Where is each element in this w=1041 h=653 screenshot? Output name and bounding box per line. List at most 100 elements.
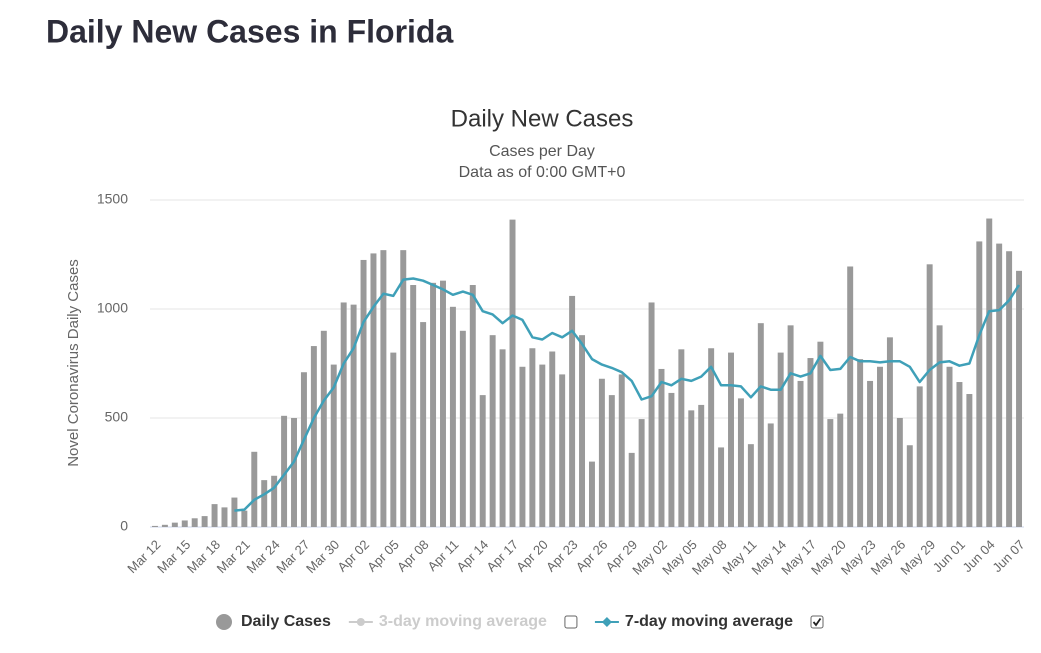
legend-label[interactable]: 7-day moving average <box>625 613 793 630</box>
x-tick-label: Apr 08 <box>394 537 432 575</box>
bar <box>559 374 566 527</box>
bar <box>728 352 734 527</box>
bar <box>449 306 456 527</box>
bar <box>291 418 297 527</box>
bar <box>211 504 218 527</box>
x-tick-label: Apr 11 <box>424 537 461 574</box>
bar <box>191 518 198 527</box>
bar <box>817 341 824 527</box>
x-tick-label: Jun 01 <box>930 537 968 575</box>
bar <box>688 410 695 527</box>
bar <box>648 302 655 527</box>
bar <box>976 241 983 528</box>
bar <box>479 395 486 527</box>
chart-title: Daily New Cases <box>451 105 634 132</box>
bar <box>549 351 556 527</box>
bar <box>281 415 288 527</box>
bar <box>1006 251 1013 528</box>
bar <box>330 364 337 527</box>
bar <box>360 259 367 527</box>
bar <box>638 419 645 527</box>
bar <box>618 374 625 527</box>
bar <box>390 352 397 527</box>
x-tick-label: Apr 17 <box>483 537 521 575</box>
y-tick-label: 1000 <box>97 300 128 316</box>
bar <box>241 510 248 527</box>
bar <box>797 380 804 527</box>
legend-checkbox[interactable] <box>564 615 578 629</box>
y-tick-label: 1500 <box>97 191 128 207</box>
bar <box>320 330 327 527</box>
bar <box>489 335 496 527</box>
bar <box>310 346 317 527</box>
bar <box>459 330 466 527</box>
bar <box>658 368 665 527</box>
bar <box>588 461 595 527</box>
x-tick-label: Apr 02 <box>334 537 372 575</box>
bar <box>718 447 725 527</box>
x-tick-label: Apr 05 <box>364 537 402 575</box>
bar <box>608 395 615 527</box>
bar <box>430 282 437 527</box>
checkbox-check <box>812 617 822 627</box>
bar <box>857 359 864 527</box>
bar <box>966 394 973 527</box>
bar <box>906 445 913 527</box>
bar <box>598 378 605 527</box>
bar <box>936 325 943 527</box>
bar <box>400 250 407 527</box>
bar <box>181 520 188 527</box>
bar <box>787 325 794 527</box>
chart-subtitle: Cases per Day <box>489 143 595 160</box>
bar <box>946 366 953 527</box>
x-tick-label: Jun 04 <box>960 537 998 575</box>
bar <box>996 243 1003 527</box>
bar <box>151 525 158 527</box>
bar <box>231 497 238 527</box>
bar <box>737 398 744 527</box>
legend-label[interactable]: Daily Cases <box>241 613 331 630</box>
x-tick-label: Apr 23 <box>543 537 581 575</box>
bar <box>896 418 903 527</box>
x-tick-label: Apr 20 <box>513 537 551 575</box>
bar <box>221 507 228 527</box>
bar <box>678 349 685 527</box>
bar <box>877 366 883 527</box>
bar <box>579 335 586 527</box>
bar <box>251 451 258 527</box>
x-tick-label: Apr 14 <box>454 537 492 575</box>
bar <box>201 516 208 527</box>
bar <box>420 322 427 527</box>
bar <box>380 250 387 527</box>
bar <box>708 348 715 527</box>
bar <box>261 480 268 527</box>
legend-label[interactable]: 3-day moving average <box>379 613 547 630</box>
bar <box>867 380 874 527</box>
bar <box>469 285 476 527</box>
legend-marker <box>601 617 612 627</box>
bar <box>340 302 347 527</box>
bar <box>350 304 357 527</box>
bar <box>410 285 417 527</box>
bar <box>539 364 546 527</box>
page-title: Daily New Cases in Florida <box>46 13 453 49</box>
bar <box>628 452 635 527</box>
bar <box>529 348 536 527</box>
bar <box>519 366 526 527</box>
x-tick-label: Jun 07 <box>989 537 1027 575</box>
line <box>234 277 1021 512</box>
bar <box>916 386 923 527</box>
bar <box>847 266 854 527</box>
bar <box>807 358 814 527</box>
bar <box>1016 270 1023 527</box>
y-axis-label: Novel Coronavirus Daily Cases <box>65 259 82 467</box>
bar <box>668 392 675 527</box>
bar <box>767 423 774 527</box>
y-tick-label: 0 <box>120 518 128 534</box>
bar <box>777 352 784 527</box>
bar <box>509 219 516 527</box>
bar <box>271 475 278 527</box>
bar <box>956 382 963 527</box>
legend-marker <box>356 618 365 626</box>
x-tick-label: Apr 26 <box>573 537 611 575</box>
